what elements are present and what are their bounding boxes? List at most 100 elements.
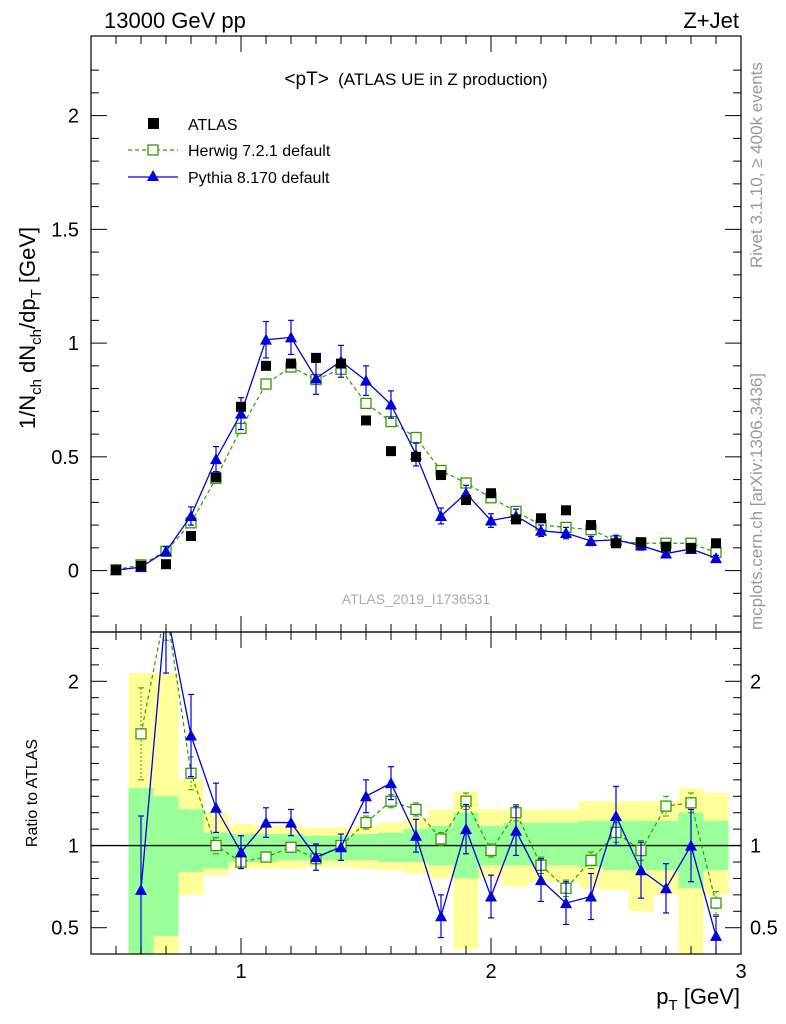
pythia-ratio-point [310, 851, 322, 863]
pythia-point [210, 453, 222, 465]
pythia-ratio-point [685, 839, 697, 851]
pythia-point [185, 509, 197, 521]
pythia-ratio-point [560, 897, 572, 909]
header-left: 13000 GeV pp [104, 8, 246, 33]
herwig-ratio-point [660, 800, 672, 812]
atlas-point [386, 446, 396, 457]
pythia-point [585, 535, 597, 547]
herwig-ratio-point [360, 816, 372, 829]
pythia-ratio-point [610, 810, 622, 821]
ratio-ticks [91, 632, 741, 954]
pythia-ratio-point [435, 910, 447, 922]
legend-entry-herwig: Herwig 7.2.1 default [128, 143, 331, 160]
pythia-point [285, 331, 297, 343]
legend-entry-pythia: Pythia 8.170 default [128, 170, 330, 187]
atlas-point [711, 538, 721, 549]
pythia-ratio-point [160, 601, 172, 612]
atlas-point [536, 513, 546, 524]
pythia-ratio-point [660, 882, 672, 894]
x-tick-label: 2 [485, 961, 496, 983]
pythia-point [660, 547, 672, 559]
rivet-label: Rivet 3.1.10, ≥ 400k events [747, 62, 766, 268]
xlabel-unit: [GeV] [678, 984, 740, 1009]
herwig-ratio-point [585, 854, 597, 867]
atlas-point [311, 352, 321, 363]
y-tick-label: 0 [68, 561, 79, 583]
ylabel-sub-ch: ch [28, 379, 45, 395]
pythia-ratio-point [410, 829, 422, 841]
ylabel-sub-t: T [28, 289, 45, 298]
pythia-ratio-point [535, 874, 547, 886]
pythia-ratio-point [260, 816, 272, 828]
atlas-point [186, 531, 196, 542]
pythia-ratio-point [360, 790, 372, 802]
pythia-ratio-point [135, 883, 147, 895]
legend-label-herwig: Herwig 7.2.1 default [188, 143, 331, 160]
pythia-point [560, 527, 572, 539]
atlas-point [136, 560, 146, 571]
x-axis-label: pT [GeV] [656, 984, 740, 1014]
header-right: Z+Jet [683, 8, 739, 33]
ylabel-sub-ch: ch [28, 329, 45, 345]
atlas-point [336, 358, 346, 369]
atlas-point [361, 415, 371, 426]
pythia-point [710, 552, 722, 564]
xlabel-sub: T [668, 997, 677, 1014]
x-tick-label: 3 [735, 961, 746, 983]
ylabel-part: 1/N [15, 395, 40, 429]
atlas-point [586, 520, 596, 531]
ylabel-part: /dp [15, 298, 40, 329]
main-ticks [91, 36, 741, 632]
atlas-point [486, 488, 496, 499]
pythia-point [310, 372, 322, 384]
legend: ATLAS Herwig 7.2.1 default Pythia 8.170 … [128, 117, 331, 187]
pythia-ratio-point [185, 729, 197, 741]
pythia-point [235, 407, 247, 419]
herwig-ratio-point [260, 851, 272, 863]
ratio-y-tick-label: 1 [68, 836, 79, 858]
herwig-ratio-point [435, 833, 447, 845]
atlas-point [511, 514, 521, 525]
plot-title-main: <pT> [284, 69, 328, 90]
ratio-y-tick-label: 0.5 [51, 918, 79, 940]
pythia-ratio-point [485, 890, 497, 902]
atlas-point [611, 538, 621, 549]
herwig-point [360, 397, 372, 410]
ratio-y-tick-label-right: 0.5 [750, 918, 778, 940]
xlabel-p: p [656, 984, 668, 1009]
ylabel-part: dN [15, 345, 40, 379]
atlas-point [436, 470, 446, 481]
pythia-ratio-point [510, 824, 522, 836]
pythia-ratio-point [210, 801, 222, 813]
plot-title-sub: (ATLAS UE in Z production) [338, 70, 547, 89]
pythia-point [435, 509, 447, 521]
pythia-point [260, 333, 272, 345]
herwig-ratio-point [135, 728, 147, 740]
herwig-ratio-point [161, 602, 171, 612]
pythia-ratio-point [460, 823, 472, 835]
y-tick-label: 2 [68, 106, 79, 128]
herwig-ratio-point [710, 897, 722, 909]
y-tick-label: 1.5 [51, 219, 79, 241]
atlas-point [561, 505, 571, 516]
atlas-point [661, 541, 671, 552]
ratio-y-tick-label-right: 2 [750, 671, 761, 693]
atlas-point [686, 542, 696, 553]
pythia-point [485, 514, 497, 526]
pythia-ratio-point [585, 890, 597, 902]
atlas-point [161, 559, 171, 570]
pythia-point [160, 545, 172, 557]
atlas-point [461, 495, 471, 506]
legend-entry-atlas: ATLAS [148, 117, 238, 134]
legend-marker-pythia [147, 170, 159, 181]
ratio-y-tick-label: 2 [68, 671, 79, 693]
ratio-y-tick-label-right: 1 [750, 836, 761, 858]
legend-marker-atlas [148, 118, 159, 129]
atlas-point [111, 565, 121, 576]
pythia-point [360, 374, 372, 386]
herwig-point [260, 378, 272, 390]
plot-title: <pT> (ATLAS UE in Z production) [284, 69, 547, 90]
atlas-point [261, 360, 271, 371]
pythia-ratio-point [635, 864, 647, 876]
